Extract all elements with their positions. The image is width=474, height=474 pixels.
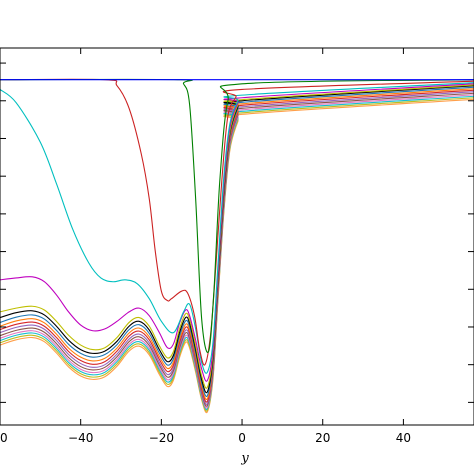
series-line-16 — [0, 98, 474, 414]
series-line-3 — [0, 78, 474, 366]
x-tick-label: −20 — [149, 431, 174, 445]
x-tick-label: 0 — [238, 431, 246, 445]
tick-layer: 60 −40 −20 0 20 40 — [0, 48, 474, 445]
plot-frame — [0, 47, 474, 426]
x-tick-label: −40 — [68, 431, 93, 445]
series-line-13 — [0, 94, 474, 409]
x-tick-label: 40 — [396, 431, 411, 445]
series-line-5 — [0, 83, 474, 382]
x-tick-label: 60 — [0, 431, 8, 445]
x-axis-label: y — [240, 451, 249, 466]
x-tick-label: 20 — [315, 431, 330, 445]
series-line-10 — [0, 89, 474, 403]
series-line-11 — [0, 91, 474, 405]
plot-area — [0, 78, 474, 414]
series-line-4 — [0, 82, 474, 374]
series-line-2 — [0, 78, 474, 353]
series-line-9 — [0, 88, 474, 400]
series-layer — [0, 78, 474, 414]
series-line-12 — [0, 92, 474, 407]
